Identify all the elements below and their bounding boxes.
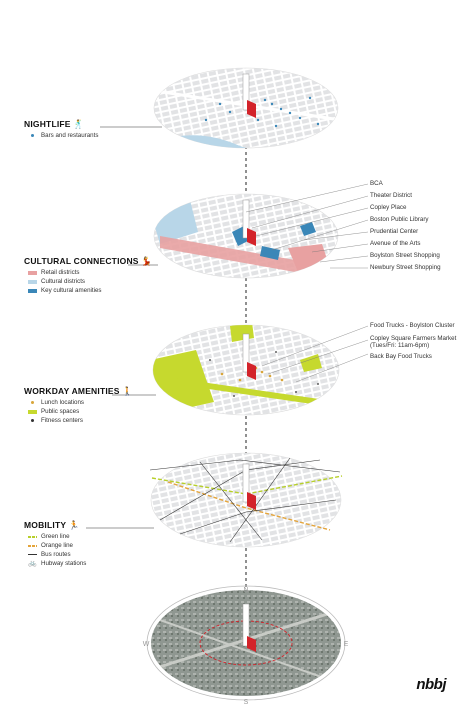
nightlife-map (153, 67, 339, 149)
callout-label: Copley Square Farmers Market (370, 335, 457, 342)
legend-item: Lunch locations (28, 398, 84, 407)
mobility-map (149, 452, 343, 548)
legend-item: Public spaces (28, 407, 84, 416)
callout-label: (Tues/Fri: 11am-6pm) (370, 342, 430, 349)
callout-label: Food Trucks - Boylston Cluster (370, 322, 455, 329)
callout-label: Avenue of the Arts (370, 240, 421, 247)
callout-label: Theater District (370, 192, 412, 199)
legend-item: 🚲 Hubway stations (28, 560, 87, 567)
workday-callouts: Food Trucks - Boylston Cluster Copley Sq… (370, 322, 474, 362)
cultural-swatch-icon (28, 279, 37, 284)
retail-swatch-icon (28, 270, 37, 275)
running-figure-icon: 🏃 (68, 520, 80, 530)
legend-item: Fitness centers (28, 416, 84, 425)
legend-item: Green line (28, 532, 86, 541)
fitness-dot-icon (31, 419, 34, 422)
mobility-legend: Green line Orange line Bus routes 🚲 Hubw… (28, 532, 86, 568)
bicycle-icon: 🚲 (28, 560, 37, 567)
legend-item: Key cultural amenities (28, 286, 102, 295)
lunch-dot-icon (31, 401, 34, 404)
mobility-heading: MOBILITY 🏃 (24, 520, 80, 530)
callout-label: Boylston Street Shopping (370, 252, 440, 259)
workday-amenities-map (152, 324, 369, 416)
cultural-heading: CULTURAL CONNECTIONS 💃 (24, 256, 153, 266)
walking-figure-icon: 🚶 (122, 386, 134, 396)
compass-w: W (143, 641, 150, 648)
nightlife-legend: Bars and restaurants (28, 131, 98, 140)
compass-s: S (244, 699, 249, 706)
amenity-swatch-icon (28, 288, 37, 293)
callout-label: BCA (370, 180, 383, 187)
callout-label: Newbury Street Shopping (370, 264, 441, 271)
callout-label: Boston Public Library (370, 216, 429, 223)
nightlife-heading: NIGHTLIFE 🕺 (24, 119, 85, 129)
legend-item: Bars and restaurants (28, 131, 98, 140)
bars-restaurants-dot-icon (31, 134, 34, 137)
aerial-base-map (146, 585, 346, 701)
workday-heading: WORKDAY AMENITIES 🚶 (24, 386, 134, 396)
dancing-figure-icon: 💃 (141, 256, 153, 266)
callout-label: Back Bay Food Trucks (370, 353, 432, 360)
green-line-icon (28, 535, 37, 538)
public-space-swatch-icon (28, 409, 37, 414)
compass-n: N (243, 587, 248, 594)
legend-item: Retail districts (28, 268, 102, 277)
legend-item: Bus routes (28, 550, 86, 559)
legend-item: Orange line (28, 541, 86, 550)
callout-label: Prudential Center (370, 228, 419, 235)
dancing-figure-icon: 🕺 (73, 119, 85, 129)
orange-line-icon (28, 544, 37, 547)
cultural-legend: Retail districts Cultural districts Key … (28, 268, 102, 295)
legend-item: Cultural districts (28, 277, 102, 286)
callout-label: Copley Place (370, 204, 407, 211)
cultural-connections-map (153, 183, 369, 279)
bus-route-icon (28, 554, 37, 555)
brand-logo: nbbj (416, 676, 446, 693)
compass-e: E (344, 641, 349, 648)
workday-legend: Lunch locations Public spaces Fitness ce… (28, 398, 84, 425)
cultural-callouts: BCA Theater District Copley Place Boston… (370, 180, 474, 275)
